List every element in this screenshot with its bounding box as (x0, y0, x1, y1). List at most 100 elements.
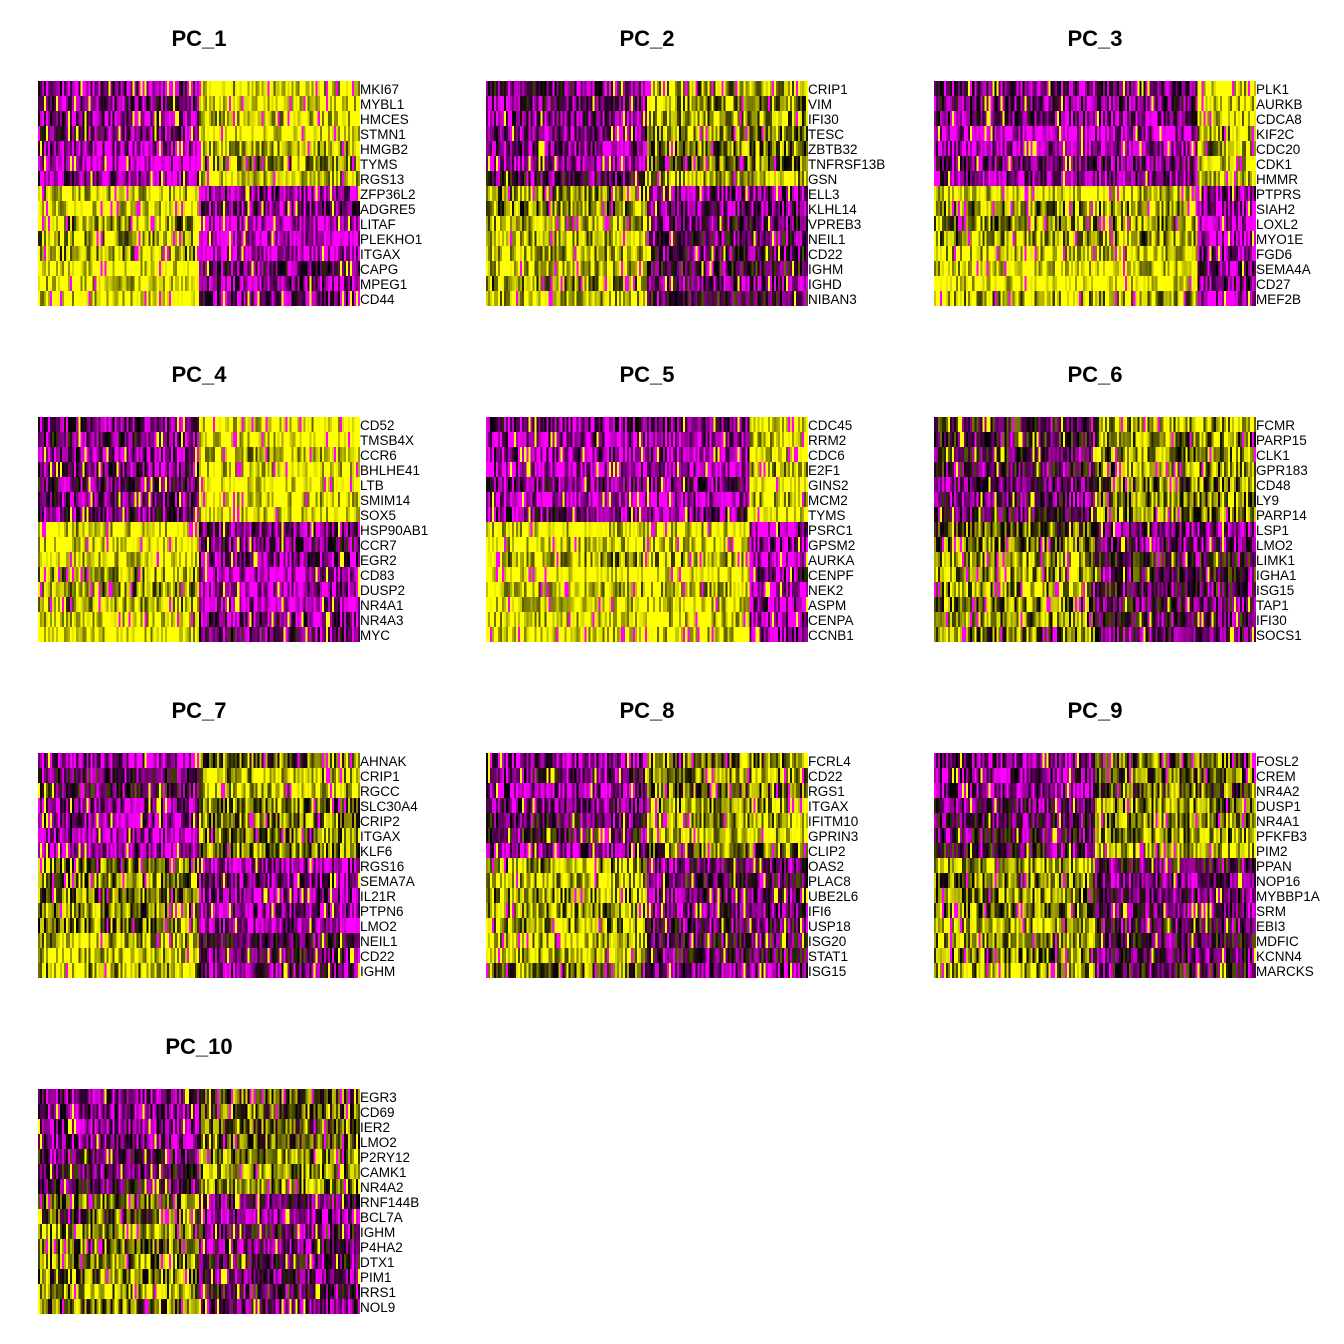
heatmap-cell (124, 96, 128, 112)
heatmap-cell (138, 156, 142, 172)
heatmap-cell (209, 156, 212, 172)
heatmap-cell (604, 231, 608, 247)
heatmap-cell (351, 201, 355, 217)
heatmap-cell (763, 246, 767, 262)
heatmap-cell (743, 261, 747, 277)
heatmap-cell (285, 171, 289, 187)
heatmap-cell (223, 81, 226, 97)
heatmap-cell (92, 156, 95, 172)
heatmap-cell (1127, 81, 1130, 97)
heatmap-cell (604, 276, 608, 292)
heatmap-cell (520, 96, 523, 112)
heatmap-cell (785, 246, 789, 262)
heatmap-cell (221, 231, 224, 247)
heatmap-cell (968, 81, 971, 97)
heatmap-cell (42, 231, 45, 247)
heatmap-cell (289, 246, 293, 262)
heatmap-cell (162, 261, 166, 277)
heatmap-cell (536, 126, 539, 142)
heatmap-cell (530, 156, 533, 172)
heatmap-cell (227, 231, 230, 247)
heatmap-cell (715, 261, 719, 277)
heatmap-cell (546, 171, 549, 187)
heatmap-cell (199, 276, 202, 292)
heatmap-cell (723, 141, 727, 157)
heatmap-cell (769, 156, 773, 172)
heatmap-cell (277, 96, 281, 112)
heatmap-cell (82, 201, 85, 217)
heatmap-cell (608, 216, 612, 232)
heatmap-cell (572, 111, 576, 127)
heatmap-cell (564, 126, 568, 142)
heatmap-cell (566, 111, 570, 127)
heatmap-cell (357, 96, 360, 112)
heatmap-cell (733, 186, 737, 202)
heatmap-cell (144, 201, 148, 217)
heatmap-cell (265, 156, 269, 172)
heatmap-cell (341, 261, 345, 277)
heatmap-cell (610, 291, 614, 306)
heatmap-cell (297, 111, 301, 127)
heatmap-cell (82, 231, 85, 247)
heatmap-cell (719, 261, 723, 277)
heatmap-cell (677, 216, 680, 232)
heatmap-cell (116, 186, 120, 202)
heatmap-cell (64, 231, 67, 247)
heatmap-cell (299, 291, 303, 306)
heatmap-cell (514, 231, 517, 247)
heatmap-cell (273, 201, 277, 217)
heatmap-cell (351, 246, 355, 262)
heatmap-cell (291, 201, 295, 217)
heatmap-cell (108, 126, 112, 142)
heatmap-cell (295, 291, 299, 306)
heatmap-cell (357, 231, 360, 247)
heatmap-cell (514, 96, 517, 112)
heatmap-cell (289, 216, 293, 232)
heatmap-cell (237, 201, 240, 217)
heatmap-cell (239, 276, 242, 292)
heatmap-cell (170, 81, 174, 97)
heatmap-cell (661, 186, 664, 202)
heatmap-cell (618, 246, 622, 262)
heatmap-cell (273, 156, 277, 172)
heatmap-cell (594, 246, 598, 262)
heatmap-cell (329, 156, 333, 172)
heatmap-cell (634, 201, 638, 217)
heatmap-cell (259, 141, 262, 157)
heatmap-cell (570, 201, 574, 217)
heatmap-cell (140, 111, 144, 127)
heatmap-cell (247, 96, 250, 112)
heatmap-cell (345, 276, 349, 292)
heatmap-cell (801, 246, 805, 262)
heatmap-cell (124, 81, 128, 97)
heatmap-cell (186, 96, 190, 112)
heatmap-cell (572, 141, 576, 157)
heatmap-cell (203, 96, 206, 112)
heatmap-cell (186, 276, 190, 292)
heatmap-cell (72, 276, 75, 292)
heatmap-cell (170, 111, 174, 127)
heatmap-cell (512, 276, 515, 292)
heatmap-cell (805, 261, 808, 277)
heatmap-cell (759, 231, 763, 247)
heatmap-cell (522, 246, 525, 262)
heatmap-cell (201, 246, 204, 262)
heatmap-cell (110, 231, 114, 247)
heatmap-cell (154, 246, 158, 262)
heatmap-cell (598, 156, 602, 172)
heatmap-cell (703, 216, 706, 232)
heatmap-cell (221, 216, 224, 232)
heatmap-cell (229, 246, 232, 262)
heatmap-cell (62, 171, 65, 187)
heatmap-cell (540, 81, 543, 97)
heatmap-cell (705, 276, 708, 292)
heatmap-cell (289, 111, 293, 127)
heatmap-cell (628, 171, 632, 187)
heatmap-cell (201, 216, 204, 232)
heatmap-cell (560, 246, 564, 262)
heatmap-cell (779, 126, 783, 142)
heatmap-cell (162, 81, 166, 97)
heatmap-cell (297, 231, 301, 247)
heatmap-cell (190, 81, 194, 97)
heatmap-cell (317, 231, 321, 247)
